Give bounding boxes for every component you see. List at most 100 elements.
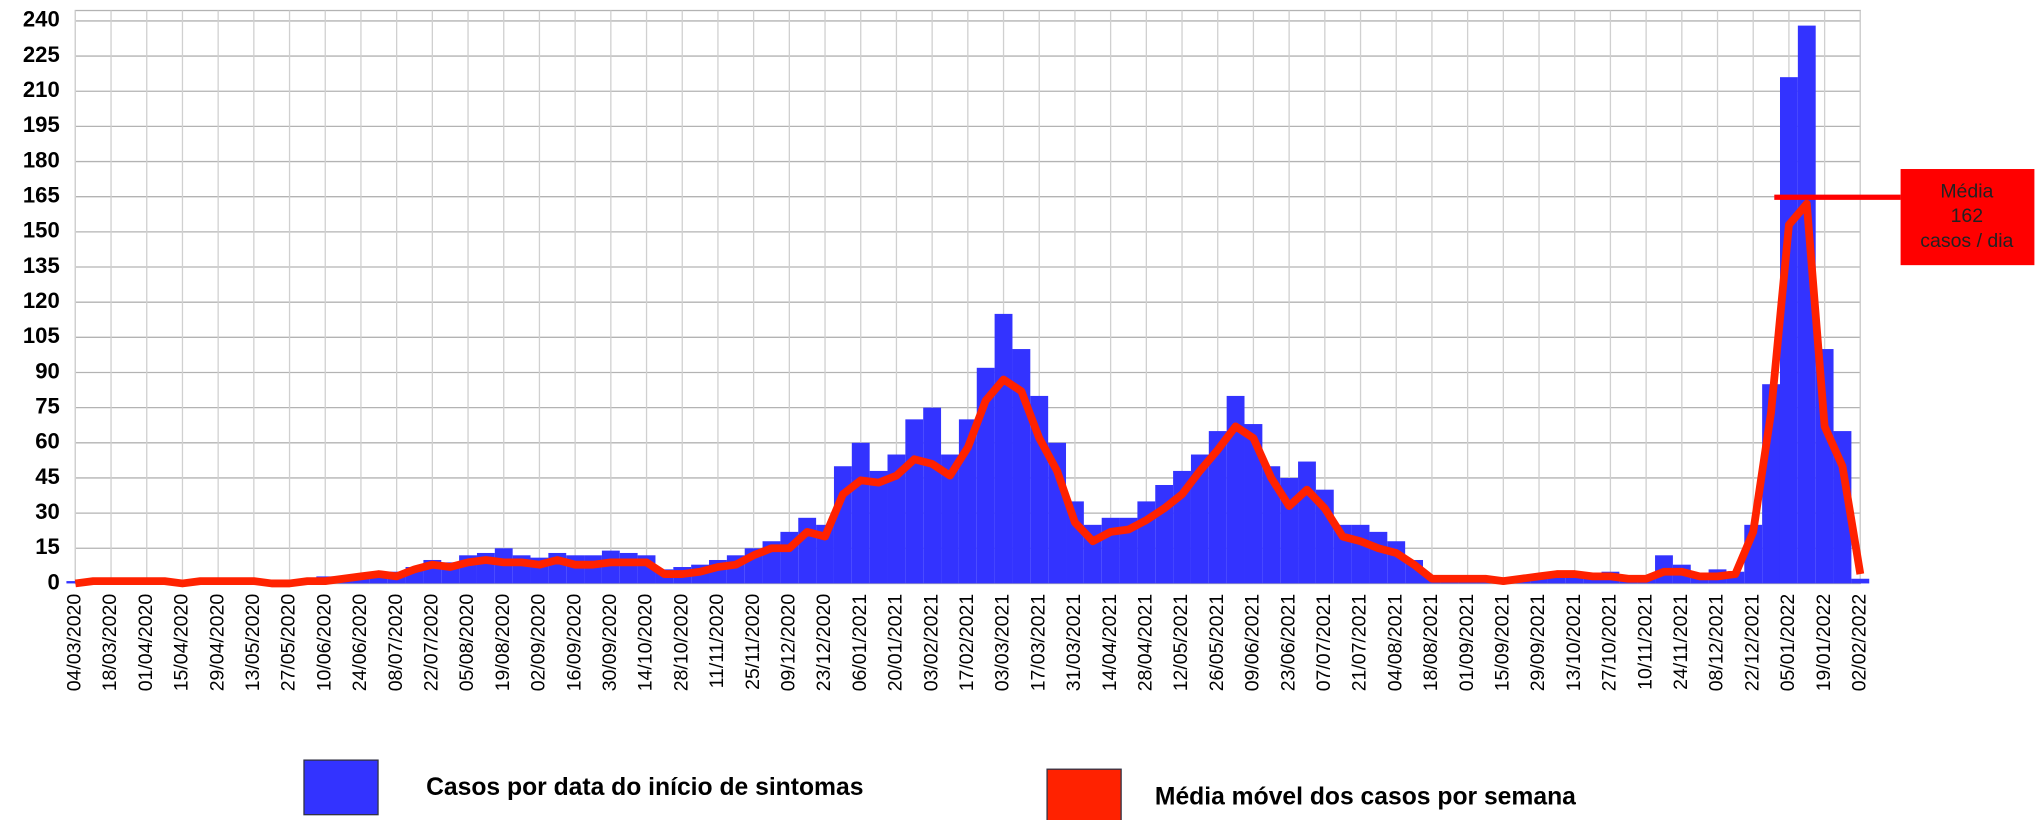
legend-label: Casos por data do início de sintomas bbox=[426, 774, 863, 801]
y-tick-label: 0 bbox=[47, 569, 59, 594]
x-tick-label: 26/05/2021 bbox=[1206, 594, 1228, 691]
annotation-text: casos / dia bbox=[1920, 230, 2013, 252]
y-tick-label: 210 bbox=[23, 77, 60, 102]
x-tick-label: 27/05/2020 bbox=[278, 594, 300, 692]
x-tick-label: 21/07/2021 bbox=[1349, 594, 1371, 691]
x-tick-label: 16/09/2020 bbox=[563, 594, 585, 692]
x-tick-label: 14/10/2020 bbox=[635, 594, 657, 692]
x-tick-label: 04/03/2020 bbox=[63, 594, 85, 692]
annotation-box bbox=[1900, 169, 2035, 266]
y-tick-label: 165 bbox=[23, 183, 60, 208]
x-tick-label: 14/04/2021 bbox=[1099, 594, 1121, 691]
y-tick-label: 225 bbox=[23, 42, 60, 67]
x-tick-label: 11/11/2020 bbox=[706, 594, 728, 689]
y-tick-label: 60 bbox=[35, 429, 60, 454]
x-tick-label: 09/12/2020 bbox=[777, 594, 799, 692]
bar bbox=[851, 442, 870, 584]
x-tick-label: 02/02/2022 bbox=[1848, 594, 1870, 691]
bar bbox=[619, 552, 638, 584]
x-tick-label: 30/09/2020 bbox=[599, 594, 621, 692]
bar bbox=[1797, 25, 1816, 584]
legend-swatch bbox=[303, 759, 379, 816]
x-tick-label: 15/04/2020 bbox=[171, 594, 193, 692]
y-tick-label: 150 bbox=[23, 218, 60, 243]
legend-label: Média móvel dos casos por semana bbox=[1155, 783, 1576, 810]
x-tick-label: 13/10/2021 bbox=[1563, 594, 1585, 691]
x-tick-label: 15/09/2021 bbox=[1491, 594, 1513, 691]
bar bbox=[1351, 524, 1370, 584]
x-tick-label: 24/11/2021 bbox=[1670, 594, 1692, 690]
x-tick-label: 05/08/2020 bbox=[456, 594, 478, 692]
annotation-text: 162 bbox=[1951, 205, 1983, 227]
x-tick-label: 18/03/2020 bbox=[99, 594, 121, 692]
bar bbox=[1851, 578, 1870, 584]
x-tick-label: 23/12/2020 bbox=[813, 594, 835, 692]
bar bbox=[869, 470, 888, 584]
x-tick-label: 28/10/2020 bbox=[670, 594, 692, 692]
x-tick-label: 08/07/2020 bbox=[385, 594, 407, 692]
y-tick-label: 120 bbox=[23, 288, 60, 313]
annotation-text: Média bbox=[1940, 181, 1993, 203]
bar bbox=[1369, 531, 1388, 584]
bar bbox=[941, 454, 959, 584]
x-tick-label: 10/11/2021 bbox=[1634, 594, 1656, 690]
x-tick-label: 04/08/2021 bbox=[1384, 594, 1406, 691]
x-tick-label: 29/09/2021 bbox=[1527, 594, 1549, 691]
x-tick-label: 29/04/2020 bbox=[206, 594, 228, 692]
x-tick-label: 22/12/2021 bbox=[1741, 594, 1763, 691]
x-tick-label: 05/01/2022 bbox=[1777, 594, 1799, 691]
bar bbox=[584, 555, 602, 584]
bar bbox=[1226, 395, 1245, 584]
x-tick-label: 09/06/2021 bbox=[1242, 594, 1264, 691]
moving-average-line bbox=[74, 199, 1865, 588]
legend-swatch bbox=[1046, 768, 1122, 820]
x-tick-label: 22/07/2020 bbox=[420, 594, 442, 692]
x-tick-label: 08/12/2021 bbox=[1706, 594, 1728, 691]
bar bbox=[798, 517, 817, 584]
x-tick-label: 20/01/2021 bbox=[885, 594, 907, 691]
x-tick-label: 23/06/2021 bbox=[1277, 594, 1299, 691]
x-tick-label: 31/03/2021 bbox=[1063, 594, 1085, 691]
x-tick-label: 13/05/2020 bbox=[242, 594, 264, 692]
y-tick-label: 90 bbox=[35, 358, 60, 383]
x-tick-label: 18/08/2021 bbox=[1420, 594, 1442, 691]
y-tick-label: 105 bbox=[23, 323, 60, 348]
x-tick-label: 02/09/2020 bbox=[528, 594, 550, 692]
bar bbox=[994, 313, 1013, 584]
y-tick-label: 30 bbox=[35, 499, 60, 524]
bar bbox=[1119, 517, 1138, 584]
x-tick-label: 07/07/2021 bbox=[1313, 594, 1335, 691]
bar bbox=[1262, 466, 1281, 584]
bar bbox=[1244, 424, 1263, 584]
bar bbox=[1833, 431, 1852, 584]
bar bbox=[923, 407, 942, 584]
y-tick-label: 195 bbox=[23, 112, 60, 137]
x-tick-label: 17/03/2021 bbox=[1027, 594, 1049, 691]
x-tick-label: 12/05/2021 bbox=[1170, 594, 1192, 691]
bar bbox=[887, 454, 906, 584]
y-tick-label: 15 bbox=[35, 534, 60, 559]
x-tick-label: 06/01/2021 bbox=[849, 594, 871, 691]
bar bbox=[1190, 454, 1209, 584]
y-tick-label: 240 bbox=[23, 7, 60, 32]
x-tick-label: 28/04/2021 bbox=[1134, 594, 1156, 691]
x-tick-label: 24/06/2020 bbox=[349, 594, 371, 692]
x-tick-label: 03/02/2021 bbox=[920, 594, 942, 691]
y-tick-label: 75 bbox=[35, 393, 60, 418]
y-tick-label: 135 bbox=[23, 253, 60, 278]
x-tick-label: 01/04/2020 bbox=[135, 594, 157, 692]
x-tick-label: 19/01/2022 bbox=[1813, 594, 1835, 691]
x-tick-label: 27/10/2021 bbox=[1599, 594, 1621, 691]
bar bbox=[1208, 431, 1227, 584]
bar bbox=[816, 524, 834, 584]
x-tick-label: 03/03/2021 bbox=[992, 594, 1014, 691]
x-tick-label: 01/09/2021 bbox=[1456, 594, 1478, 691]
bar bbox=[1779, 77, 1798, 584]
x-tick-label: 17/02/2021 bbox=[956, 594, 978, 691]
y-tick-label: 45 bbox=[35, 464, 60, 489]
bar bbox=[905, 419, 924, 584]
x-tick-label: 19/08/2020 bbox=[492, 594, 514, 692]
y-tick-label: 180 bbox=[23, 147, 60, 172]
x-tick-label: 25/11/2020 bbox=[742, 594, 764, 690]
